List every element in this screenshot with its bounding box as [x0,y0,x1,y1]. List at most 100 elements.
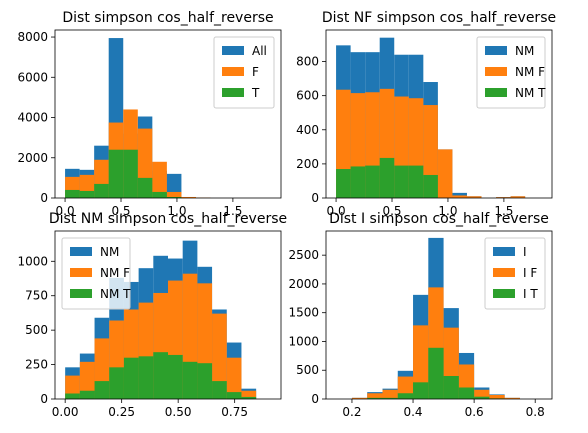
legend-label: All [252,44,267,58]
bar-3-4 [398,393,413,399]
y-tick-label: 1000 [288,334,319,348]
bar-3-3 [365,166,380,198]
x-tick-label: 0.2 [342,405,361,419]
y-tick-label: 1500 [288,306,319,320]
bar-3-1 [65,190,80,198]
y-tick-label: 2000 [17,151,48,165]
y-tick-label: 600 [296,89,319,103]
bar-3-6 [139,356,154,399]
bar-3-8 [168,355,183,399]
y-tick-label: 2500 [288,248,319,262]
legend: All FT [214,37,274,108]
legend-swatch [70,247,92,256]
bar-3-5 [413,382,428,399]
bar-3-4 [109,150,124,198]
chart-title: Dist NM simpson cos_half_reverse [49,211,287,227]
bar-3-8 [459,387,474,399]
bar-3-2 [80,191,95,198]
legend-label: I F [523,266,537,280]
legend-label: NM F [100,266,130,280]
y-tick-label: 250 [25,358,48,372]
x-tick-label: 0.25 [108,405,135,419]
y-tick-label: 750 [25,289,48,303]
legend-label: I T [523,287,538,301]
bar-3-3 [95,381,110,399]
bar-3-11 [212,381,227,399]
legend-swatch [70,268,92,277]
y-tick-label: 0 [40,392,48,406]
bar-3-10 [197,363,212,399]
x-tick-label: 0.4 [403,405,422,419]
legend: I I F I T [485,238,545,309]
legend-swatch [70,289,92,298]
bar-3-6 [138,178,153,198]
bar-3-6 [409,166,424,198]
bar-3-5 [394,166,409,198]
x-tick-label: 0.75 [221,405,248,419]
bar-3-7 [152,192,167,198]
bar-3-5 [123,150,138,198]
legend-swatch [485,88,507,97]
y-tick-label: 200 [296,157,319,171]
y-tick-label: 500 [25,323,48,337]
x-tick-label: 0.8 [526,405,545,419]
y-tick-label: 8000 [17,30,48,44]
legend-label: NM F [515,65,545,79]
y-tick-label: 1000 [17,254,48,268]
legend-swatch [222,46,244,55]
bar-3-12 [227,392,242,399]
chart-title: Dist I simpson cos_half_reverse [329,211,549,227]
legend-label: T [251,86,260,100]
bar-3-2 [351,166,366,198]
x-tick-label: 0.00 [52,405,79,419]
x-tick-label: 0.50 [165,405,192,419]
bar-3-4 [109,367,124,399]
y-tick-label: 0 [40,191,48,205]
chart-panel-2: 0.0 0.5 1.0 1.5 0 200 400 600 800 Dist NF simpson… [296,10,556,218]
bar-2-10 [489,395,504,399]
chart-title: Dist NF simpson cos_half_reverse [322,10,556,26]
bar-3-7 [444,376,459,399]
y-tick-label: 500 [296,363,319,377]
bar-3-9 [183,362,198,399]
y-tick-label: 0 [311,191,319,205]
y-tick-label: 6000 [17,70,48,84]
legend-label: I [523,245,527,259]
legend-swatch [493,247,515,256]
legend-swatch [485,46,507,55]
chart-panel-4: 0.2 0.4 0.6 0.8 0 500 1000 1500 2000 2500 Dist I s… [288,211,552,419]
legend-swatch [493,268,515,277]
bar-3-3 [94,184,109,198]
legend-swatch [485,67,507,76]
y-tick-label: 400 [296,123,319,137]
legend-swatch [222,67,244,76]
y-tick-label: 4000 [17,111,48,125]
y-tick-label: 0 [311,392,319,406]
legend: NM NM F NM T [62,238,131,309]
bar-3-1 [65,393,80,399]
x-tick-label: 0.6 [465,405,484,419]
legend-label: NM T [100,287,131,301]
bar-3-7 [153,352,168,399]
legend-label: NM [100,245,119,259]
chart-panel-1: 0.0 0.5 1.0 1.502000400060008000Dist simpso… [17,10,281,218]
legend-swatch [222,88,244,97]
bar-3-4 [380,158,395,198]
bar-3-2 [80,391,95,399]
bar-3-6 [428,348,443,399]
bar-3-1 [336,169,351,198]
legend-swatch [493,289,515,298]
legend-label: F [252,65,259,79]
bar-2-3 [383,390,398,399]
legend-label: NM [515,44,534,58]
y-tick-label: 2000 [288,277,319,291]
y-tick-label: 800 [296,55,319,69]
legend-label: NM T [515,86,546,100]
bar-3-5 [124,358,139,399]
legend: NM NM F NM T [477,37,546,108]
chart-panel-3: 0.00 0.25 0.50 0.75 0 250 500 750 1000 Dist NM si… [17,211,287,419]
chart-title: Dist simpson cos_half_reverse [62,10,273,26]
bar-3-7 [423,175,438,198]
bar-2-8 [438,149,453,198]
